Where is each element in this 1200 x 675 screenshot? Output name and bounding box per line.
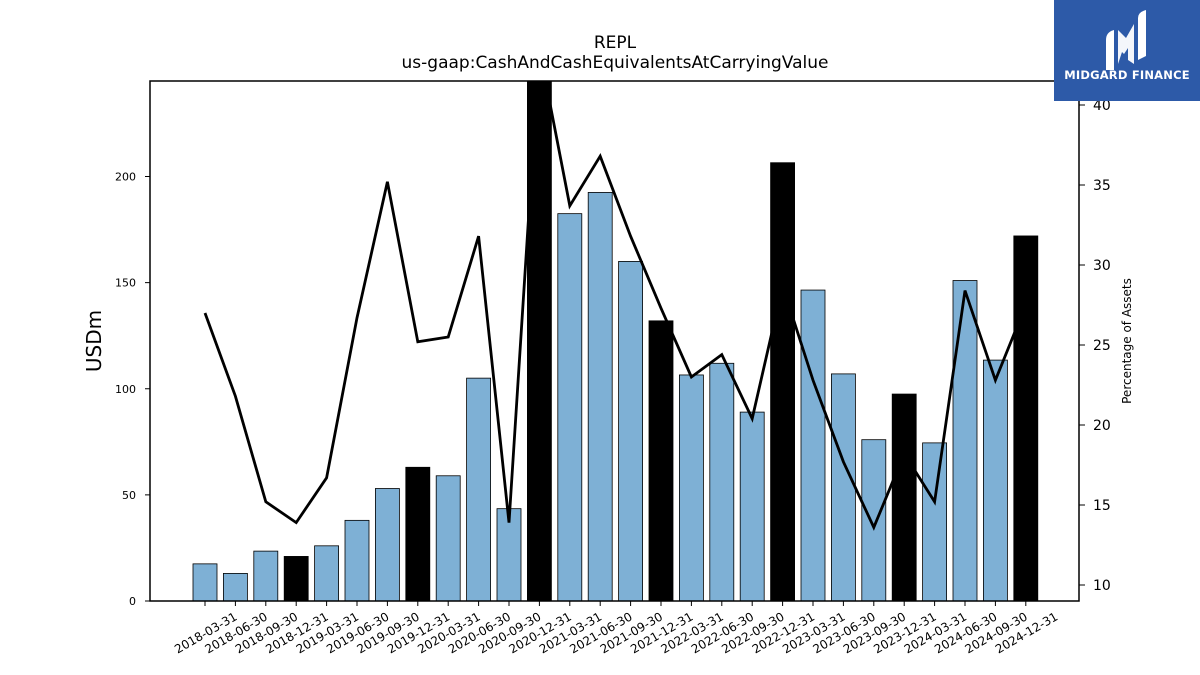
y-axis-right: 10 15 20 25 30 35 40 <box>1079 98 1111 594</box>
brand-logo: MIDGARD FINANCE <box>1054 0 1200 101</box>
y-axis-label: USDm <box>82 310 106 372</box>
logo-text: MIDGARD FINANCE <box>1064 68 1190 82</box>
bar-2020-03-31 <box>435 475 461 601</box>
line-percentage-of-assets <box>203 81 1028 531</box>
bar-2018-12-31 <box>283 556 309 601</box>
bar-2022-09-30 <box>739 411 765 601</box>
bar-2022-06-30 <box>709 362 735 601</box>
bar-2022-03-31 <box>679 374 704 601</box>
y2-tick-label: 15 <box>1093 498 1111 514</box>
bar-2021-09-30 <box>618 261 643 601</box>
y2-tick-label: 25 <box>1093 338 1111 354</box>
bar-2018-06-30 <box>222 573 248 601</box>
bar-2023-03-31 <box>800 289 826 601</box>
bar-2024-03-31 <box>922 442 947 601</box>
bar-2020-09-30 <box>496 508 522 601</box>
y2-tick-label: 10 <box>1093 578 1111 594</box>
bar-2022-12-31 <box>770 162 795 601</box>
bar-2019-06-30 <box>344 519 370 601</box>
bar-2021-06-30 <box>587 192 613 601</box>
bar-2024-12-31 <box>1013 235 1039 601</box>
chart-title: REPL <box>594 33 637 53</box>
bar-2023-06-30 <box>831 373 856 601</box>
line-layer <box>203 81 1028 531</box>
bar-2018-03-31 <box>192 563 218 601</box>
y2-tick-label: 40 <box>1093 98 1111 114</box>
y-tick-label: 150 <box>115 277 136 290</box>
bar-2018-09-30 <box>253 550 279 601</box>
chart-subtitle: us-gaap:CashAndCashEquivalentsAtCarrying… <box>402 53 829 73</box>
plot-frame <box>149 80 1080 602</box>
y-tick-label: 0 <box>129 595 136 608</box>
bar-2019-09-30 <box>374 488 400 601</box>
y2-tick-label: 20 <box>1093 418 1111 434</box>
bar-2024-06-30 <box>952 280 978 601</box>
y2-tick-label: 30 <box>1093 258 1111 274</box>
y-tick-label: 100 <box>115 383 136 396</box>
y-axis-left: 0 50 100 150 200 <box>115 171 150 608</box>
x-axis: 2018-03-312018-06-302018-09-302018-12-31… <box>172 601 1060 656</box>
bar-2020-06-30 <box>466 377 492 601</box>
bar-2024-09-30 <box>983 359 1008 601</box>
bars-layer <box>192 81 1039 601</box>
bar-2019-03-31 <box>314 545 340 601</box>
y-tick-label: 50 <box>122 489 136 502</box>
bar-2021-03-31 <box>557 213 583 601</box>
bar-2023-09-30 <box>861 439 887 601</box>
y-tick-label: 200 <box>115 171 136 184</box>
y2-axis-label: Percentage of Assets <box>1120 278 1134 404</box>
bar-2021-12-31 <box>648 320 674 601</box>
logo-mark-icon <box>1106 10 1146 70</box>
bar-2019-12-31 <box>405 466 431 601</box>
bar-2023-12-31 <box>891 393 917 601</box>
y2-tick-label: 35 <box>1093 178 1111 194</box>
